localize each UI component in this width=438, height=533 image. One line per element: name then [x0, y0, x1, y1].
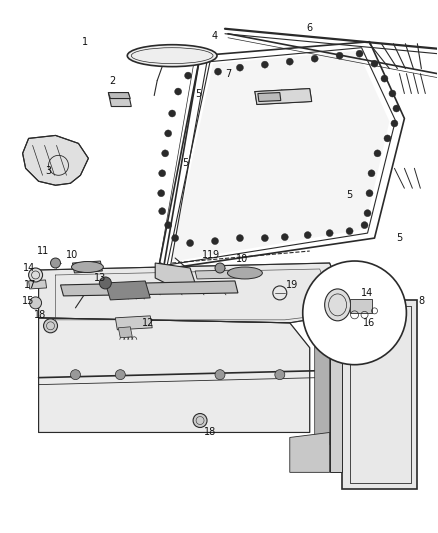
Circle shape — [384, 135, 391, 142]
Polygon shape — [195, 270, 242, 279]
Text: 2: 2 — [109, 76, 116, 86]
Text: 14: 14 — [22, 263, 35, 273]
Text: 5: 5 — [396, 233, 403, 243]
Circle shape — [159, 170, 166, 177]
Circle shape — [286, 58, 293, 65]
Polygon shape — [255, 88, 312, 104]
Polygon shape — [330, 313, 342, 472]
Text: 13: 13 — [94, 273, 106, 283]
Polygon shape — [350, 299, 371, 313]
Circle shape — [364, 209, 371, 216]
Circle shape — [366, 190, 373, 197]
Text: 11: 11 — [37, 246, 49, 256]
Text: 12: 12 — [142, 318, 155, 328]
Text: 5: 5 — [195, 88, 201, 99]
Ellipse shape — [127, 45, 217, 67]
Text: 4: 4 — [212, 31, 218, 41]
Circle shape — [215, 263, 225, 273]
Circle shape — [361, 222, 368, 229]
Polygon shape — [170, 51, 389, 262]
Circle shape — [184, 72, 191, 79]
Circle shape — [172, 235, 179, 241]
Circle shape — [303, 261, 406, 365]
Polygon shape — [258, 93, 281, 101]
Circle shape — [159, 208, 166, 215]
Circle shape — [371, 60, 378, 67]
Circle shape — [326, 230, 333, 237]
Text: 16: 16 — [364, 318, 376, 328]
Circle shape — [261, 235, 268, 241]
Text: 1: 1 — [82, 37, 88, 47]
Polygon shape — [290, 432, 330, 472]
Text: 10: 10 — [236, 254, 248, 264]
Circle shape — [304, 232, 311, 239]
Text: 7: 7 — [225, 69, 231, 78]
Circle shape — [391, 120, 398, 127]
Polygon shape — [28, 280, 46, 289]
Ellipse shape — [325, 289, 350, 321]
Circle shape — [169, 110, 176, 117]
Text: 18: 18 — [204, 427, 216, 438]
Circle shape — [374, 150, 381, 157]
Circle shape — [50, 258, 60, 268]
Polygon shape — [108, 93, 131, 107]
Polygon shape — [72, 261, 102, 273]
Circle shape — [237, 64, 244, 71]
Circle shape — [175, 88, 182, 95]
Circle shape — [115, 370, 125, 379]
Circle shape — [275, 370, 285, 379]
Circle shape — [165, 130, 172, 137]
Text: 5: 5 — [182, 158, 188, 168]
Text: 15: 15 — [22, 296, 35, 306]
Circle shape — [158, 190, 165, 197]
Polygon shape — [118, 327, 132, 338]
Circle shape — [346, 228, 353, 235]
Circle shape — [393, 105, 400, 112]
Circle shape — [237, 235, 244, 241]
Circle shape — [336, 52, 343, 59]
Polygon shape — [39, 318, 310, 432]
Polygon shape — [314, 335, 330, 447]
Circle shape — [28, 268, 42, 282]
Circle shape — [281, 233, 288, 240]
Ellipse shape — [227, 267, 262, 279]
Text: 8: 8 — [418, 296, 424, 306]
Circle shape — [165, 222, 172, 229]
Circle shape — [99, 277, 111, 289]
Polygon shape — [342, 300, 417, 489]
Circle shape — [261, 61, 268, 68]
Circle shape — [162, 150, 169, 157]
Text: 14: 14 — [361, 288, 374, 298]
Polygon shape — [23, 135, 88, 185]
Circle shape — [30, 297, 42, 309]
Circle shape — [212, 238, 219, 245]
Polygon shape — [155, 263, 195, 288]
Text: 18: 18 — [35, 310, 47, 320]
Text: 6: 6 — [307, 23, 313, 33]
Polygon shape — [39, 263, 342, 323]
Circle shape — [381, 75, 388, 82]
Text: 3: 3 — [46, 166, 52, 176]
Polygon shape — [106, 281, 150, 300]
Circle shape — [356, 50, 363, 57]
Circle shape — [43, 319, 57, 333]
Circle shape — [215, 68, 222, 75]
Circle shape — [368, 170, 375, 177]
Circle shape — [71, 370, 81, 379]
Circle shape — [311, 55, 318, 62]
Text: 5: 5 — [346, 190, 353, 200]
Text: 10: 10 — [66, 250, 78, 260]
Circle shape — [389, 90, 396, 97]
Circle shape — [215, 370, 225, 379]
Text: 17: 17 — [25, 280, 37, 290]
Polygon shape — [115, 316, 152, 330]
Text: 11: 11 — [202, 250, 214, 260]
Text: 9: 9 — [212, 250, 218, 260]
Polygon shape — [60, 281, 238, 296]
Ellipse shape — [71, 262, 103, 272]
Circle shape — [187, 240, 194, 247]
Polygon shape — [108, 93, 130, 99]
Circle shape — [193, 414, 207, 427]
Text: 19: 19 — [286, 280, 298, 290]
